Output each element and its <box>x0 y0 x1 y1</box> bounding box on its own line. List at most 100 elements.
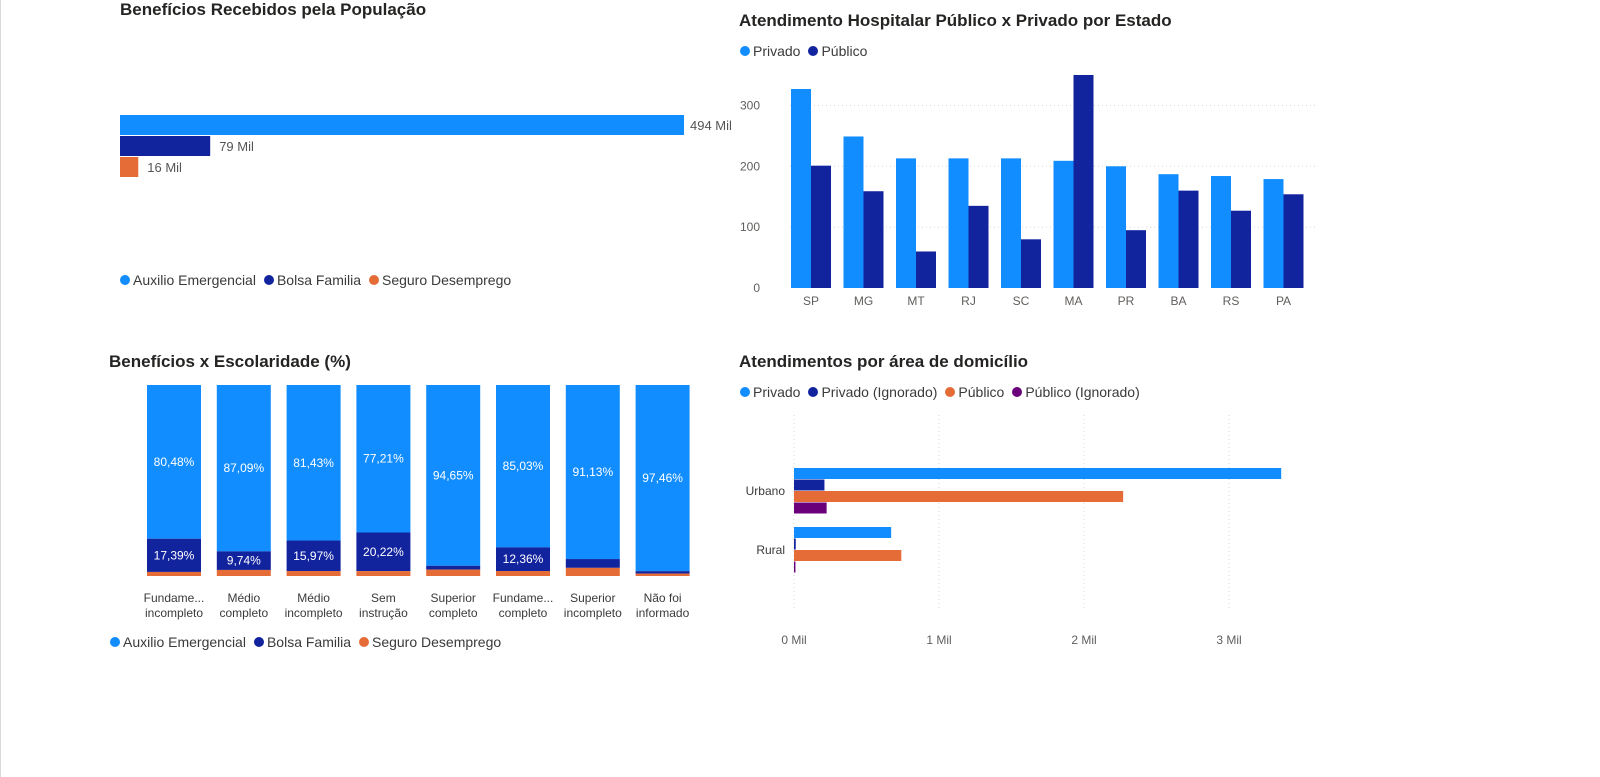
x-tick-label: Não foi <box>644 591 682 605</box>
legend-label: Privado (Ignorado) <box>821 384 938 400</box>
bar <box>1021 239 1041 288</box>
legend-item[interactable]: Auxilio Emergencial <box>110 634 246 650</box>
legend-label: Privado <box>753 384 801 400</box>
x-tick-label: SP <box>803 294 819 308</box>
legend-item[interactable]: Bolsa Familia <box>263 272 361 288</box>
chart-title: Benefícios x Escolaridade (%) <box>109 352 351 371</box>
bar <box>863 191 884 288</box>
data-label: 494 Mil <box>690 118 732 133</box>
x-tick-label: MT <box>907 294 925 308</box>
bar <box>794 561 796 573</box>
legend-label: Público <box>958 384 1005 400</box>
x-tick-label: Superior <box>431 591 476 605</box>
bar <box>120 115 684 135</box>
bar-segment <box>635 385 690 572</box>
data-label: 97,46% <box>642 471 683 485</box>
data-label: 87,09% <box>223 461 264 475</box>
x-tick-label: incompleto <box>145 606 203 620</box>
bar-segment <box>426 565 481 570</box>
legend-marker <box>945 387 956 397</box>
bar-segment <box>496 385 550 548</box>
legend-label: Bolsa Familia <box>276 272 361 288</box>
bar <box>794 468 1282 479</box>
x-tick-label: completo <box>499 606 548 620</box>
legend-item[interactable]: Público <box>808 43 867 59</box>
legend-marker <box>808 46 819 56</box>
data-label: 16 Mil <box>147 160 182 175</box>
bar <box>794 550 902 561</box>
bar-segment <box>286 540 341 572</box>
x-tick-label: Médio <box>297 591 330 605</box>
visual-domicilio[interactable]: Atendimentos por área de domicílio Priva… <box>730 345 1330 665</box>
legend-item[interactable]: Seguro Desemprego <box>358 634 502 650</box>
data-label: 79 Mil <box>219 139 254 154</box>
x-tick-label: 2 Mil <box>1071 633 1096 647</box>
data-label: 94,65% <box>433 468 474 482</box>
bar-segment <box>216 569 271 576</box>
x-tick-label: PA <box>1276 294 1291 308</box>
bar-segment <box>496 571 550 576</box>
x-tick-label: Médio <box>227 591 260 605</box>
bar <box>791 88 811 288</box>
legend-marker <box>1012 387 1023 397</box>
bar <box>811 165 831 288</box>
bar <box>1158 174 1179 288</box>
data-label: 77,21% <box>363 452 404 466</box>
x-tick-label: informado <box>636 606 690 620</box>
visual-beneficios[interactable]: Benefícios Recebidos pela População 494 … <box>110 0 732 300</box>
bar <box>1283 194 1304 288</box>
legend-label: Seguro Desemprego <box>371 634 502 650</box>
visual-atendimento-estado[interactable]: Atendimento Hospitalar Público x Privado… <box>730 0 1330 320</box>
x-tick-label: Superior <box>570 591 615 605</box>
bar <box>948 158 969 288</box>
data-label: 17,39% <box>154 548 195 562</box>
bar-segment <box>635 573 690 576</box>
legend-label: Auxilio Emergencial <box>133 272 256 288</box>
data-label: 15,97% <box>293 549 334 563</box>
legend-item[interactable]: Auxilio Emergencial <box>120 272 256 288</box>
legend-item[interactable]: Privado <box>740 43 800 59</box>
legend-item[interactable]: Público (Ignorado) <box>1012 384 1140 400</box>
bar <box>120 157 139 177</box>
y-tick-label: 200 <box>740 159 760 173</box>
bar-segment <box>286 571 341 576</box>
legend-marker <box>120 275 130 285</box>
legend-marker <box>368 275 379 285</box>
legend-label: Seguro Desemprego <box>381 272 512 288</box>
y-tick-label: 0 <box>753 281 760 295</box>
bar <box>1263 179 1284 288</box>
domicilio-plot: 0 Mil 1 Mil 2 Mil 3 Mil Urbano Rural <box>746 415 1282 647</box>
x-tick-label: PR <box>1118 294 1135 308</box>
bar-segment <box>147 571 201 576</box>
bar <box>1106 166 1126 288</box>
data-label: 85,03% <box>503 459 544 473</box>
chart-title: Atendimento Hospitalar Público x Privado… <box>739 11 1172 30</box>
bar <box>1211 176 1231 288</box>
legend-marker <box>740 387 750 397</box>
y-tick-label: 300 <box>740 98 760 112</box>
chart-legend: Auxilio Emergencial Bolsa Familia Seguro D… <box>120 272 519 288</box>
legend-label: Auxilio Emergencial <box>123 634 246 650</box>
legend-item[interactable]: Bolsa Familia <box>253 634 351 650</box>
legend-item[interactable]: Privado (Ignorado) <box>808 384 937 400</box>
x-tick-label: Fundame... <box>493 591 554 605</box>
bar <box>794 538 796 550</box>
legend-label: Público (Ignorado) <box>1025 384 1140 400</box>
legend-marker <box>253 637 264 647</box>
chart-title: Atendimentos por área de domicílio <box>739 352 1029 371</box>
y-tick-label: 100 <box>740 220 760 234</box>
legend-item[interactable]: Privado <box>740 384 800 400</box>
bar <box>1053 160 1074 288</box>
legend-label: Público <box>821 43 868 59</box>
bar-segment <box>356 571 411 576</box>
legend-item[interactable]: Público <box>945 384 1004 400</box>
bar <box>794 491 1124 502</box>
legend-item[interactable]: Seguro Desemprego <box>368 272 512 288</box>
data-label: 20,22% <box>363 545 404 559</box>
bar-segment <box>635 571 690 574</box>
legend-marker <box>358 637 369 647</box>
visual-escolaridade[interactable]: Benefícios x Escolaridade (%) 80,48% 17,3… <box>100 345 720 665</box>
bar-segment <box>147 538 201 572</box>
legend-label: Privado <box>753 43 801 59</box>
bar <box>120 136 211 156</box>
